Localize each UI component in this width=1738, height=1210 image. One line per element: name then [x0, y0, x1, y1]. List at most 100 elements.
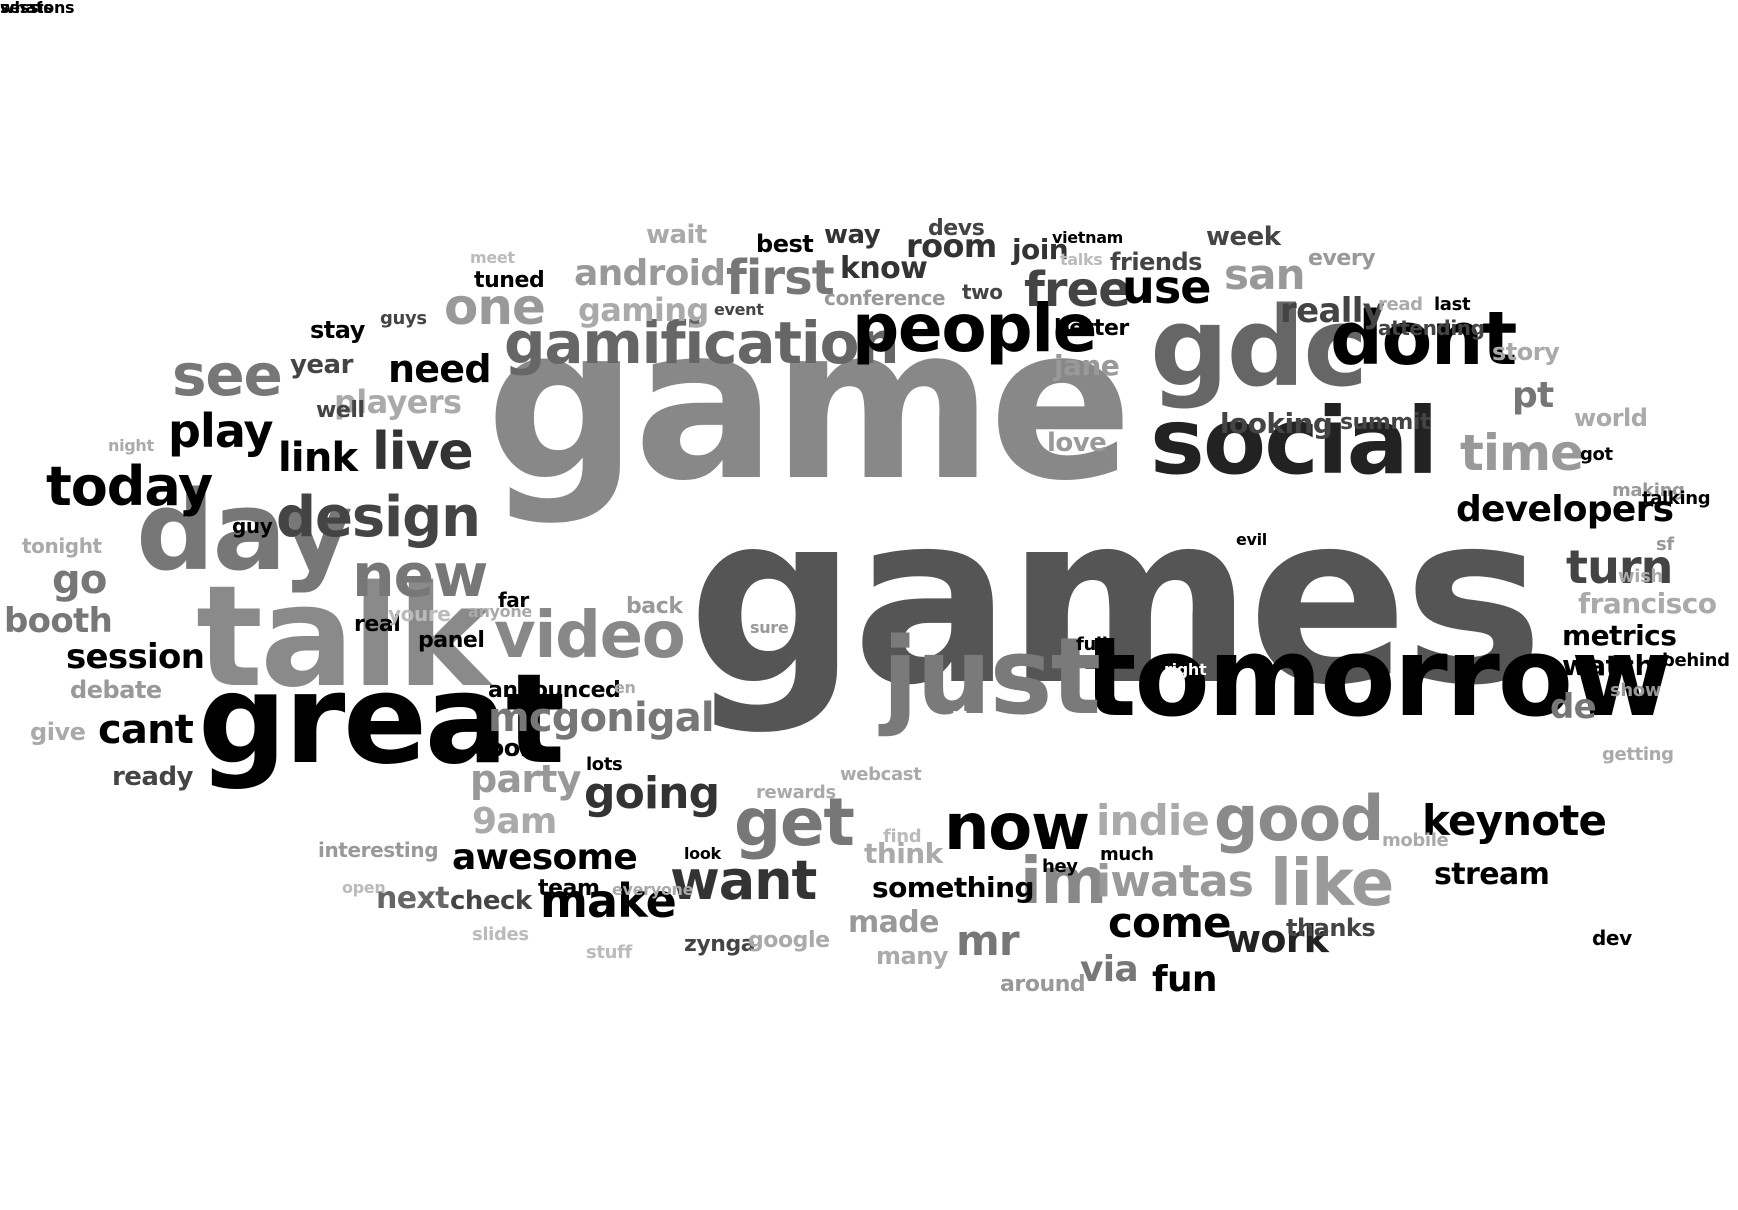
cloud-word: like	[1270, 847, 1394, 921]
cloud-word: talk	[196, 556, 490, 719]
cloud-word: friends	[1110, 248, 1202, 276]
cloud-word: look	[684, 844, 721, 863]
cloud-word: party	[470, 757, 581, 801]
cloud-word: story	[1492, 338, 1560, 366]
cloud-word: 9am	[472, 801, 557, 842]
cloud-word: dont	[1330, 296, 1517, 382]
cloud-word: every	[1308, 246, 1376, 271]
cloud-word: developers	[1456, 489, 1674, 530]
cloud-word: give	[30, 718, 86, 746]
cloud-word: youre	[388, 602, 451, 626]
cloud-word: ill	[952, 708, 968, 727]
cloud-word: fun	[1152, 959, 1217, 1000]
cloud-word: stuff	[586, 942, 632, 963]
cloud-word: think	[864, 837, 943, 870]
cloud-word: summit	[1340, 410, 1431, 435]
cloud-word: devs	[928, 216, 985, 241]
cloud-word: rewards	[756, 782, 836, 803]
cloud-word: much	[1100, 844, 1154, 865]
cloud-word: design	[276, 485, 481, 550]
cloud-word: sessions	[0, 0, 75, 17]
cloud-word: indie	[1096, 796, 1210, 845]
cloud-word: last	[1434, 294, 1471, 315]
cloud-word: dev	[1592, 926, 1632, 950]
cloud-word: something	[872, 871, 1034, 904]
cloud-word: turn	[1566, 540, 1673, 594]
cloud-word: jane	[1054, 349, 1120, 382]
cloud-word: gaming	[578, 291, 709, 329]
cloud-word: video	[494, 599, 686, 673]
cloud-word: hey	[1042, 856, 1078, 877]
cloud-word: san	[1224, 250, 1306, 299]
cloud-word: zynga	[684, 932, 756, 957]
cloud-word: watch	[1562, 649, 1654, 682]
cloud-word: mcgonigal	[488, 695, 715, 741]
cloud-word: see	[172, 341, 283, 409]
cloud-word: sure	[750, 618, 789, 637]
cloud-word: android	[574, 253, 726, 294]
cloud-word: one	[444, 278, 546, 336]
cloud-word: game	[486, 280, 1133, 527]
cloud-word: session	[66, 637, 205, 677]
cloud-word: got	[1580, 444, 1613, 465]
cloud-word: free	[1024, 262, 1131, 318]
cloud-word: im	[1020, 845, 1107, 919]
cloud-word: link	[278, 435, 358, 481]
cloud-word: debate	[70, 676, 162, 704]
cloud-word: join	[1012, 233, 1069, 266]
cloud-word: open	[342, 878, 386, 897]
cloud-word: want	[670, 849, 817, 912]
cloud-word: whats	[0, 0, 53, 17]
cloud-word: lots	[586, 754, 623, 775]
cloud-word: pt	[1512, 375, 1554, 416]
cloud-word: made	[848, 905, 940, 940]
cloud-word: booth	[4, 601, 113, 641]
cloud-word: best	[756, 230, 814, 258]
cloud-word: everyone	[612, 880, 694, 899]
cloud-word: really	[1280, 291, 1385, 331]
cloud-word: check	[450, 886, 532, 916]
cloud-word: better	[1054, 316, 1129, 341]
cloud-word: guy	[232, 514, 273, 538]
cloud-word: conference	[824, 286, 946, 310]
cloud-word: day	[136, 467, 353, 595]
cloud-word: way	[824, 220, 881, 250]
cloud-word: room	[906, 227, 997, 265]
cloud-word: full	[1076, 634, 1108, 655]
cloud-word: vietnam	[1052, 228, 1124, 247]
cloud-word: social	[1150, 388, 1438, 495]
cloud-word: next	[376, 881, 450, 916]
cloud-word: today	[46, 455, 213, 518]
cloud-word: around	[1000, 972, 1086, 997]
cloud-word: make	[540, 874, 677, 928]
cloud-word: making	[1612, 480, 1685, 501]
cloud-word: great	[198, 648, 565, 792]
cloud-word: looking	[1220, 407, 1333, 440]
cloud-word: find	[883, 826, 922, 847]
cloud-word: people	[852, 290, 1097, 367]
cloud-word: mobile	[1382, 830, 1449, 851]
cloud-word: google	[748, 928, 830, 953]
cloud-word: de	[1550, 687, 1597, 727]
cloud-word: first	[726, 250, 835, 306]
cloud-word: use	[1122, 260, 1211, 314]
cloud-word: play	[168, 404, 274, 458]
cloud-word: now	[944, 791, 1090, 865]
cloud-word: new	[352, 541, 488, 611]
cloud-word: thanks	[1286, 914, 1376, 942]
cloud-word: en	[614, 678, 636, 697]
cloud-word: night	[108, 436, 154, 455]
cloud-word: read	[1378, 294, 1423, 315]
cloud-word: world	[1574, 404, 1648, 432]
cloud-word: know	[840, 251, 928, 286]
cloud-word: keynote	[1422, 796, 1607, 845]
cloud-word: going	[584, 768, 720, 819]
cloud-word: well	[316, 398, 365, 423]
cloud-word: ready	[112, 762, 193, 792]
cloud-word: need	[388, 347, 492, 391]
cloud-word: mr	[956, 916, 1020, 965]
cloud-word: via	[1080, 949, 1139, 990]
cloud-word: cant	[98, 707, 194, 753]
cloud-word: talking	[1642, 488, 1711, 509]
